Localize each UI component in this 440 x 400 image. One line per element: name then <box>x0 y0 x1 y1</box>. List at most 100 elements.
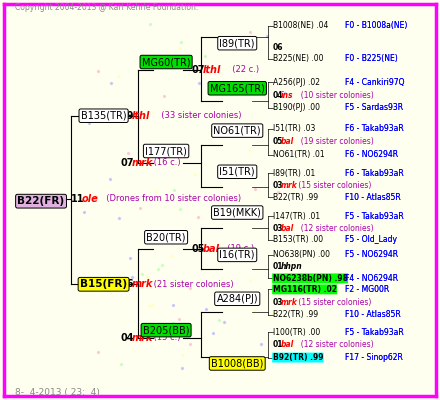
Text: F6 - NO6294R: F6 - NO6294R <box>345 150 398 160</box>
Text: lthl: lthl <box>132 111 150 121</box>
Point <box>202 53 209 59</box>
Text: F4 - NO6294R: F4 - NO6294R <box>345 274 398 283</box>
Text: F5 - Old_Lady: F5 - Old_Lady <box>345 236 397 244</box>
Text: mrk: mrk <box>281 298 298 307</box>
Text: lthl: lthl <box>203 65 221 75</box>
Text: I100(TR) .00: I100(TR) .00 <box>273 328 320 337</box>
Text: F5 - Old_Lady: F5 - Old_Lady <box>345 236 397 244</box>
Text: (22 c.): (22 c.) <box>227 65 260 74</box>
Text: mrk: mrk <box>132 279 153 289</box>
Point <box>177 39 184 46</box>
Text: F5 - NO6294R: F5 - NO6294R <box>345 250 398 259</box>
Point <box>194 214 202 220</box>
Point <box>246 277 253 284</box>
Text: 01: 01 <box>273 262 283 271</box>
Point <box>125 150 132 156</box>
Point <box>80 208 87 215</box>
Point <box>178 364 185 371</box>
Text: (21 sister colonies): (21 sister colonies) <box>150 280 233 289</box>
Text: (19 sister colonies): (19 sister colonies) <box>296 138 374 146</box>
Point <box>225 256 232 263</box>
Text: (33 sister colonies): (33 sister colonies) <box>156 111 242 120</box>
Point <box>234 129 241 136</box>
Text: B22(TR) .99: B22(TR) .99 <box>273 193 318 202</box>
Text: (12 sister colonies): (12 sister colonies) <box>296 340 374 349</box>
Text: MG116(TR) .02: MG116(TR) .02 <box>273 285 337 294</box>
Text: A284(PJ): A284(PJ) <box>216 294 258 304</box>
Text: 03: 03 <box>273 298 283 307</box>
Text: mrk: mrk <box>281 181 298 190</box>
Text: (12 sister colonies): (12 sister colonies) <box>296 224 374 233</box>
Text: B1008(NE) .04: B1008(NE) .04 <box>273 21 328 30</box>
Point <box>127 255 134 262</box>
Text: F0 - B1008a(NE): F0 - B1008a(NE) <box>345 21 407 30</box>
Text: I89(TR) .01: I89(TR) .01 <box>273 169 315 178</box>
Point <box>95 349 102 355</box>
Text: ole: ole <box>82 194 99 204</box>
Point <box>170 187 177 194</box>
Text: 03: 03 <box>273 181 283 190</box>
Text: NO61(TR) .01: NO61(TR) .01 <box>273 150 324 160</box>
Text: 06: 06 <box>121 279 134 289</box>
Text: F5 - NO6294R: F5 - NO6294R <box>345 250 398 259</box>
Text: 07: 07 <box>121 158 134 168</box>
Text: I89(TR): I89(TR) <box>220 38 255 48</box>
Point <box>176 316 183 322</box>
Text: I147(TR) .01: I147(TR) .01 <box>273 212 320 221</box>
Text: hhpn: hhpn <box>281 262 303 271</box>
Text: B225(NE) .00: B225(NE) .00 <box>273 54 323 63</box>
Text: F5 - Sardas93R: F5 - Sardas93R <box>345 103 403 112</box>
Text: F6 - Takab93aR: F6 - Takab93aR <box>345 124 404 133</box>
Text: mrk: mrk <box>132 158 153 168</box>
Text: B1008(BB): B1008(BB) <box>211 358 264 368</box>
Text: bal: bal <box>203 244 220 254</box>
Text: F17 - Sinop62R: F17 - Sinop62R <box>345 353 403 362</box>
Point <box>244 167 251 173</box>
Point <box>169 320 176 326</box>
Point <box>86 120 93 126</box>
Text: F6 - NO6294R: F6 - NO6294R <box>345 150 398 160</box>
Text: B15(FR): B15(FR) <box>80 279 127 289</box>
Point <box>168 230 175 236</box>
Text: MG165(TR): MG165(TR) <box>210 83 265 93</box>
Point <box>154 266 161 272</box>
Text: bal: bal <box>281 340 294 349</box>
Text: bal: bal <box>281 224 294 233</box>
Text: B22(FR): B22(FR) <box>18 196 65 206</box>
Point <box>186 285 193 292</box>
Point <box>247 78 254 85</box>
Text: mrk: mrk <box>132 333 153 343</box>
Point <box>178 352 185 358</box>
Text: I177(TR): I177(TR) <box>145 146 187 156</box>
Point <box>141 152 148 158</box>
Point <box>146 21 153 27</box>
Text: (15 sister colonies): (15 sister colonies) <box>296 181 372 190</box>
Text: B22(TR) .99: B22(TR) .99 <box>273 310 318 319</box>
Text: (15 sister colonies): (15 sister colonies) <box>296 298 372 307</box>
Point <box>247 29 254 36</box>
Text: 05: 05 <box>192 244 205 254</box>
Point <box>250 307 257 314</box>
Point <box>175 45 182 51</box>
Point <box>94 67 101 74</box>
Text: B20(TR): B20(TR) <box>147 232 186 242</box>
Text: F0 - B1008a(NE): F0 - B1008a(NE) <box>345 21 407 30</box>
Point <box>238 35 246 41</box>
Text: (19 c.): (19 c.) <box>222 244 254 254</box>
Point <box>138 271 145 277</box>
Point <box>169 302 176 308</box>
Text: (10 sister colonies): (10 sister colonies) <box>296 91 374 100</box>
Point <box>235 356 242 362</box>
Point <box>274 103 281 110</box>
Text: F6 - Takab93aR: F6 - Takab93aR <box>345 169 404 178</box>
Text: NO638(PN) .00: NO638(PN) .00 <box>273 250 330 259</box>
Text: B19(MKK): B19(MKK) <box>213 208 261 218</box>
Text: ins: ins <box>281 91 294 100</box>
Point <box>158 261 165 268</box>
Point <box>108 118 115 124</box>
Text: NO61(TR): NO61(TR) <box>213 126 261 136</box>
Point <box>191 67 198 73</box>
Text: F10 - Atlas85R: F10 - Atlas85R <box>345 310 401 319</box>
Text: F4 - Cankiri97Q: F4 - Cankiri97Q <box>345 78 404 87</box>
Text: 03: 03 <box>273 224 283 233</box>
